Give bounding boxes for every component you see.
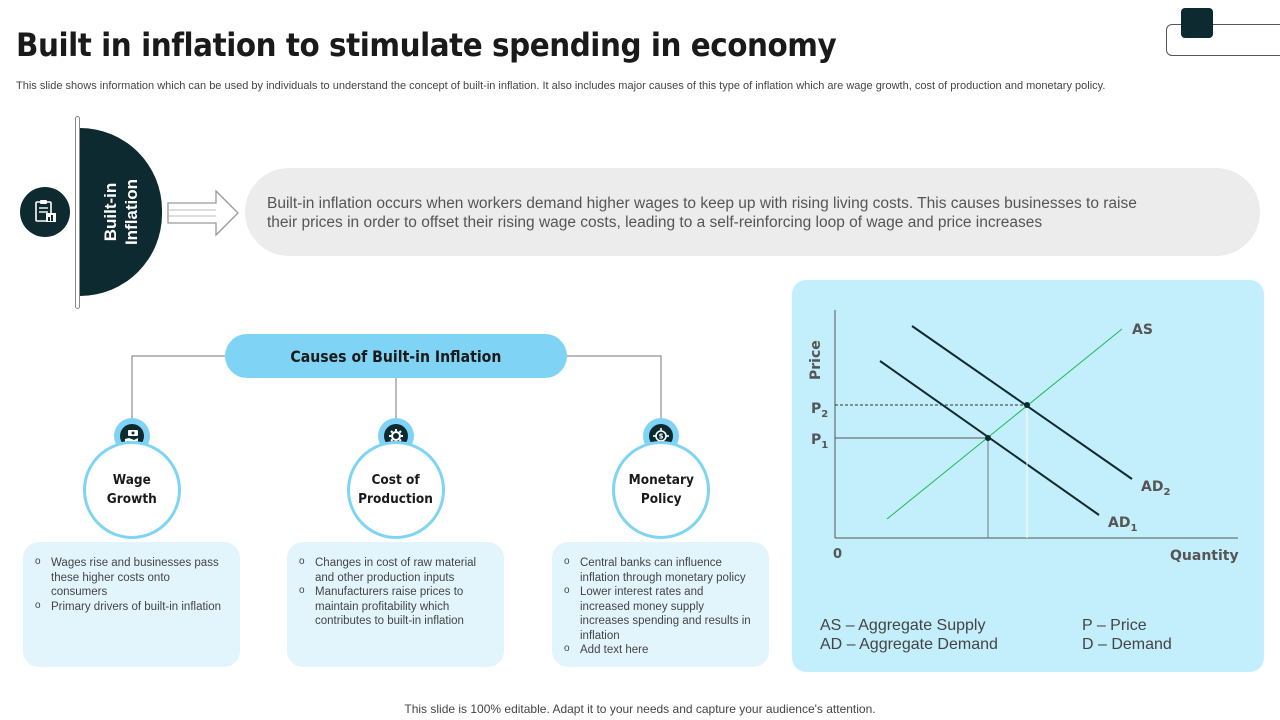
causes-heading-label: Causes of Built-in Inflation bbox=[290, 346, 502, 366]
cause-title-monetary-policy: Monetary Policy bbox=[628, 472, 694, 507]
svg-text:$: $ bbox=[659, 433, 664, 441]
x-axis-label: Quantity bbox=[1170, 548, 1239, 564]
page-title: Built in inflation to stimulate spending… bbox=[16, 26, 837, 64]
p1-subscript: 1 bbox=[821, 440, 828, 451]
legend-as: AS – Aggregate Supply bbox=[820, 617, 986, 634]
p2-subscript: 2 bbox=[821, 409, 828, 420]
as-ad-chart: Price Quantity 0 AS AD2 AD1 P2 P1 bbox=[808, 310, 1239, 564]
cause-card-wage-growth: Wages rise and businesses pass these hig… bbox=[23, 542, 240, 667]
cause-circle-cost-of-production: Cost of Production bbox=[347, 441, 445, 539]
ad2-name: AD bbox=[1141, 479, 1163, 495]
p1-label: P1 bbox=[811, 432, 828, 451]
ad2-subscript: 2 bbox=[1163, 487, 1170, 498]
definition-text: Built-in inflation occurs when workers d… bbox=[245, 168, 1260, 256]
cause-title-wage-growth: Wage Growth bbox=[106, 472, 158, 507]
ad1-label: AD1 bbox=[1108, 515, 1137, 534]
p2-name: P bbox=[811, 401, 821, 417]
ad2-label: AD2 bbox=[1141, 479, 1170, 498]
legend-d: D – Demand bbox=[1082, 636, 1172, 653]
list-item: Wages rise and businesses pass these hig… bbox=[35, 555, 226, 600]
corner-square-decoration bbox=[1181, 8, 1213, 38]
list-item: Changes in cost of raw material and othe… bbox=[299, 555, 490, 585]
legend-ad: AD – Aggregate Demand bbox=[820, 636, 998, 653]
as-label: AS bbox=[1132, 322, 1153, 338]
chart-panel bbox=[792, 280, 1264, 672]
ad2-curve bbox=[911, 325, 1133, 480]
causes-heading: Causes of Built-in Inflation bbox=[225, 334, 567, 378]
legend-p: P – Price bbox=[1082, 617, 1147, 634]
equilibrium-point-2 bbox=[1024, 402, 1030, 408]
as-curve bbox=[886, 328, 1123, 520]
list-item: Lower interest rates and increased money… bbox=[564, 584, 755, 643]
equilibrium-point-1 bbox=[985, 435, 991, 441]
cause-title-cost-of-production: Cost of Production bbox=[358, 472, 434, 507]
y-axis-label: Price bbox=[808, 340, 824, 380]
cause-card-monetary-policy: Central banks can influence inflation th… bbox=[552, 542, 769, 667]
cause-circle-wage-growth: Wage Growth bbox=[83, 441, 181, 539]
p1-name: P bbox=[811, 432, 821, 448]
divider-bar bbox=[75, 116, 80, 309]
cause-circle-monetary-policy: Monetary Policy bbox=[612, 441, 710, 539]
right-arrow-icon bbox=[167, 189, 239, 237]
list-item: Add text here bbox=[564, 642, 755, 658]
document-report-icon bbox=[20, 187, 70, 237]
list-item: Central banks can influence inflation th… bbox=[564, 555, 755, 585]
page-subtitle: This slide shows information which can b… bbox=[16, 80, 1106, 92]
cause-card-cost-of-production: Changes in cost of raw material and othe… bbox=[287, 542, 504, 667]
list-item: Manufacturers raise prices to maintain p… bbox=[299, 584, 490, 629]
footer-note: This slide is 100% editable. Adapt it to… bbox=[404, 702, 876, 716]
list-item: Primary drivers of built-in inflation bbox=[35, 599, 226, 615]
ad1-subscript: 1 bbox=[1130, 523, 1137, 534]
ad1-name: AD bbox=[1108, 515, 1130, 531]
p2-label: P2 bbox=[811, 401, 828, 420]
origin-label: 0 bbox=[833, 547, 842, 562]
